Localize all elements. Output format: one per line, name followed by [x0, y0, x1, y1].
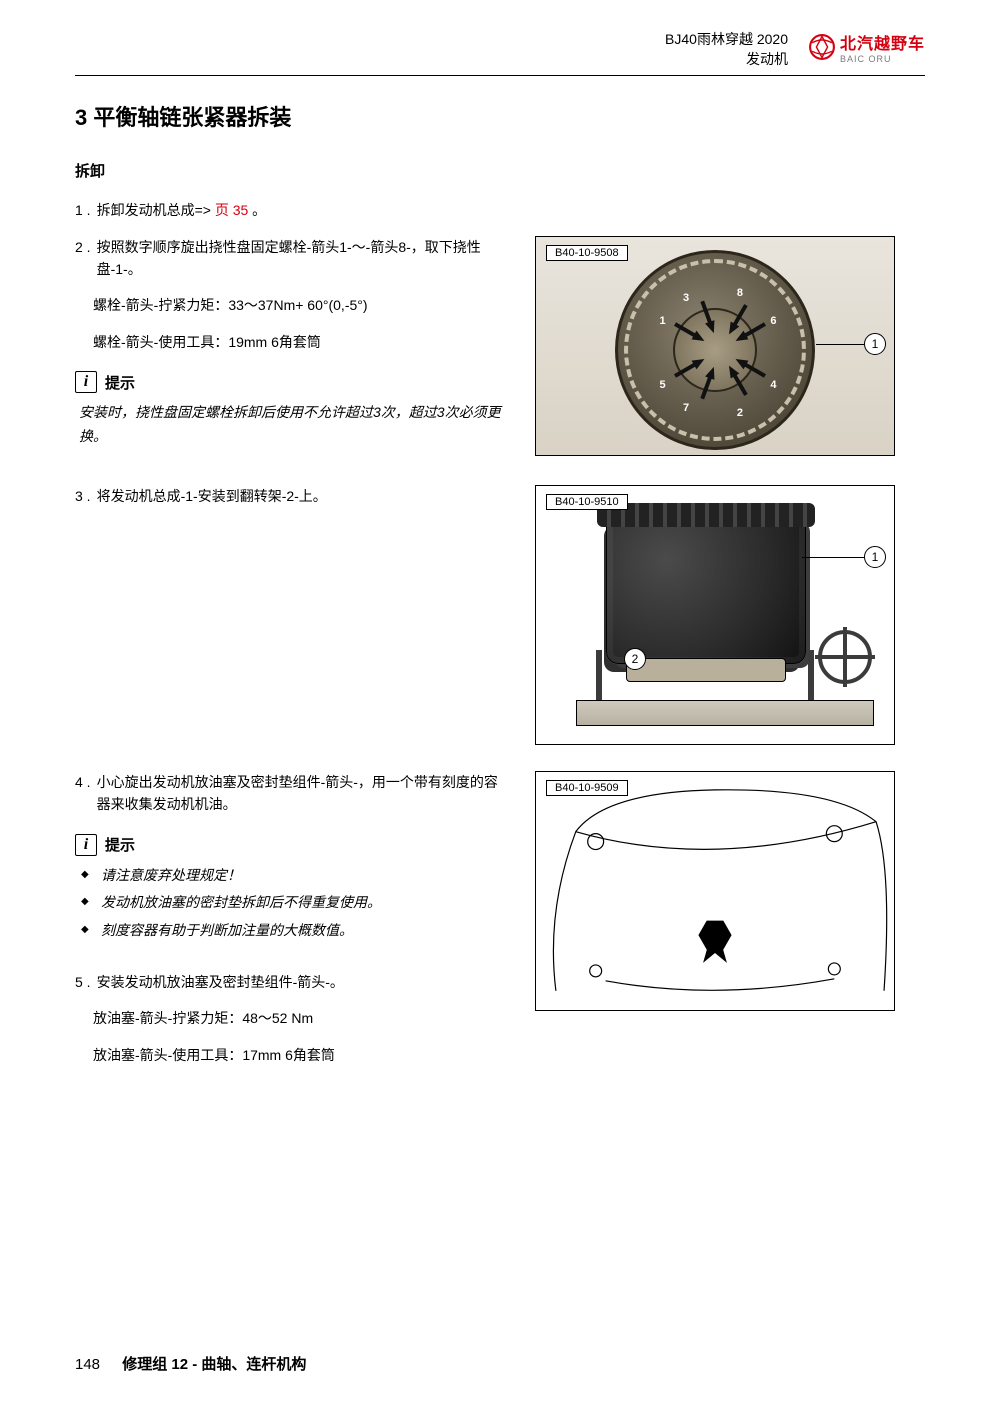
bolt-number: 8 — [737, 287, 743, 299]
figure-code: B40-10-9510 — [546, 494, 628, 510]
callout-2: 2 — [624, 648, 646, 670]
bolt-number: 6 — [770, 315, 776, 327]
info-icon: i — [75, 371, 97, 393]
step-2-torque: 螺栓-箭头-拧紧力矩：33～37Nm+ 60°(0,-5°) — [93, 294, 505, 316]
handwheel-icon — [818, 630, 872, 684]
brand-cn: 北汽越野车 — [840, 30, 925, 54]
figure-flywheel: B40-10-9508 1 2 3 4 5 6 7 8 1 — [535, 236, 895, 456]
bolt-number: 1 — [660, 315, 666, 327]
bolt-number: 3 — [683, 292, 689, 304]
step-2-tool: 螺栓-箭头-使用工具：19mm 6角套筒 — [93, 331, 505, 353]
bolt-number: 7 — [683, 402, 689, 414]
page-number: 148 — [75, 1356, 100, 1373]
step-4: 4 . 小心旋出发动机放油塞及密封垫组件-箭头-，用一个带有刻度的容器来收集发动… — [75, 771, 505, 816]
bolt-number: 4 — [770, 379, 776, 391]
step-3: 3 . 将发动机总成-1-安装到翻转架-2-上。 — [75, 485, 505, 507]
figure-drain-plug: B40-10-9509 — [535, 771, 895, 1011]
stand-icon — [576, 700, 874, 726]
model-line: BJ40雨林穿越 2020 — [665, 30, 788, 50]
flywheel-icon: 1 2 3 4 5 6 7 8 — [615, 250, 815, 450]
brand-en: BAIC ORU — [840, 54, 892, 64]
tip-1: i 提示 安装时，挠性盘固定螺栓拆卸后使用不允许超过3次，超过3次必须更换。 — [75, 371, 505, 449]
callout-1: 1 — [864, 546, 886, 568]
tip-bullet: 请注意废弃处理规定！ — [81, 864, 505, 888]
page-link[interactable]: 页 35 — [215, 202, 248, 218]
step-5: 5 . 安装发动机放油塞及密封垫组件-箭头-。 — [75, 971, 505, 993]
footer-title: 修理组 12 - 曲轴、连杆机构 — [122, 1356, 306, 1373]
tip-bullet: 刻度容器有助于判断加注量的大概数值。 — [81, 919, 505, 943]
figure-engine-stand: B40-10-9510 1 2 — [535, 485, 895, 745]
bolt-number: 2 — [737, 407, 743, 419]
engine-icon — [606, 514, 806, 664]
step-1: 1 . 拆卸发动机总成=> 页 35 。 — [75, 199, 925, 221]
sub-line: 发动机 — [665, 50, 788, 70]
callout-1: 1 — [864, 333, 886, 355]
page-header: BJ40雨林穿越 2020 发动机 北汽越野车 BAIC ORU — [75, 30, 925, 76]
logo-mark-icon — [808, 33, 836, 61]
section-title: 3 平衡轴链张紧器拆装 — [75, 100, 925, 132]
page-footer: 148 修理组 12 - 曲轴、连杆机构 — [75, 1353, 306, 1374]
bolt-number: 5 — [660, 379, 666, 391]
step-5-torque: 放油塞-箭头-拧紧力矩：48～52 Nm — [93, 1007, 505, 1029]
step-5-tool: 放油塞-箭头-使用工具：17mm 6角套筒 — [93, 1044, 505, 1066]
step-2: 2 . 按照数字顺序旋出挠性盘固定螺栓-箭头1-～-箭头8-，取下挠性盘-1-。 — [75, 236, 505, 281]
disassembly-heading: 拆卸 — [75, 160, 925, 181]
oilpan-lineart-icon — [536, 772, 894, 1011]
brand-logo: 北汽越野车 BAIC ORU — [808, 30, 925, 64]
tip-2: i 提示 请注意废弃处理规定！ 发动机放油塞的密封垫拆卸后不得重复使用。 刻度容… — [75, 834, 505, 943]
figure-code: B40-10-9509 — [546, 780, 628, 796]
header-text: BJ40雨林穿越 2020 发动机 — [665, 30, 788, 69]
info-icon: i — [75, 834, 97, 856]
tip-bullet: 发动机放油塞的密封垫拆卸后不得重复使用。 — [81, 891, 505, 915]
figure-code: B40-10-9508 — [546, 245, 628, 261]
